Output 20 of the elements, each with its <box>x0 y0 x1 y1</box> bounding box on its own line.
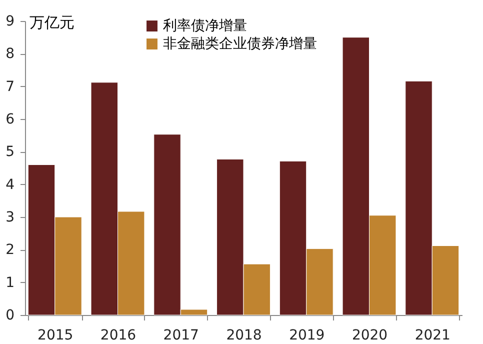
y-tick-label: 1 <box>6 274 14 291</box>
legend-label: 非金融类企业债券净增量 <box>163 36 317 52</box>
y-tick-label: 5 <box>6 144 14 160</box>
x-tick-label: 2015 <box>38 328 74 344</box>
x-tick-label: 2020 <box>352 328 388 344</box>
x-tick-label: 2016 <box>100 328 136 344</box>
y-tick-label: 6 <box>6 112 15 128</box>
y-tick-label: 4 <box>6 176 15 193</box>
y-tick-label: 3 <box>6 210 14 226</box>
y-axis-title: 万亿元 <box>30 14 74 32</box>
x-tick-label: 2018 <box>226 328 262 344</box>
y-tick-label: 8 <box>6 46 14 62</box>
x-tick-label: 2017 <box>163 328 199 344</box>
y-tick-label: 7 <box>6 78 14 95</box>
x-tick-label: 2019 <box>289 328 325 344</box>
y-tick-label: 9 <box>6 14 14 30</box>
x-tick-label: 2021 <box>414 328 450 344</box>
y-tick-label: 2 <box>6 242 14 258</box>
legend-label: 利率债净增量 <box>163 18 247 34</box>
y-tick-label: 0 <box>6 308 14 324</box>
